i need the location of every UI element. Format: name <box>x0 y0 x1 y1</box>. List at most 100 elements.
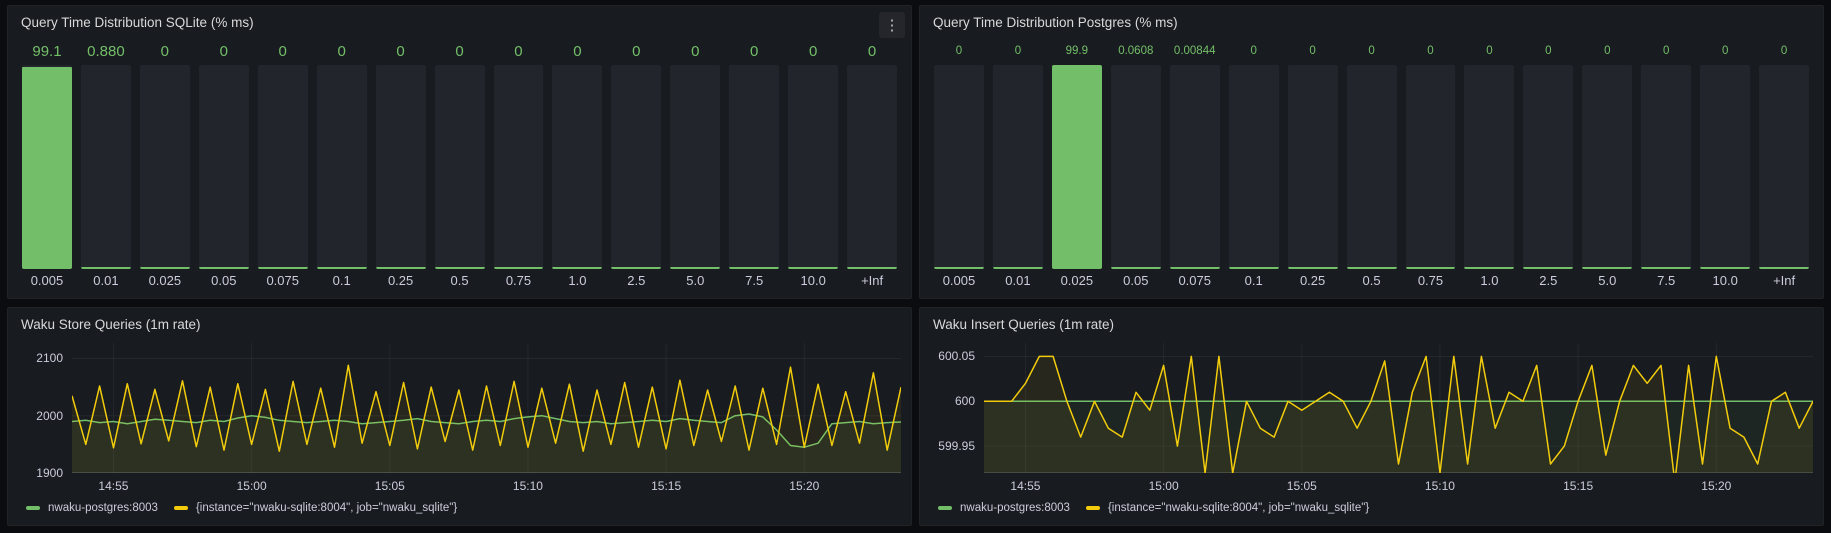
y-axis: 600.05 600 599.95 <box>930 343 984 473</box>
bucket-label: 0.075 <box>266 273 299 288</box>
legend-item[interactable]: {instance="nwaku-sqlite:8004", job="nwak… <box>1085 502 1369 514</box>
bucket-value: 0 <box>396 42 405 60</box>
bucket-bar <box>1759 65 1810 269</box>
panel-title-insert[interactable]: Waku Insert Queries (1m rate) <box>933 317 1115 332</box>
bucket-value: 0 <box>1545 45 1552 57</box>
panel-query-time-postgres: Query Time Distribution Postgres (% ms) … <box>919 5 1824 299</box>
legend-item[interactable]: {instance="nwaku-sqlite:8004", job="nwak… <box>173 502 458 514</box>
series-fill <box>72 365 901 473</box>
bucket-value: 0 <box>514 42 523 60</box>
x-tick-label: 15:05 <box>374 479 405 493</box>
histogram-bucket: 0 0.25 <box>1287 39 1338 290</box>
bar-gauge-sqlite: 99.1 0.005 0.880 0.01 0 0.025 0 0.05 0 0.075 0 0.1 0… <box>18 33 901 292</box>
chart-canvas <box>984 343 1813 473</box>
histogram-bucket: 0 0.25 <box>375 39 426 290</box>
bucket-label: 0.005 <box>942 273 976 288</box>
x-axis: 14:55 15:00 15:05 15:10 15:15 15:20 <box>984 473 1813 497</box>
y-tick-label: 2000 <box>36 408 63 423</box>
bucket-bar-fill <box>611 266 662 269</box>
bucket-label: 0.05 <box>211 273 237 288</box>
bucket-bar-fill <box>1405 266 1456 269</box>
bucket-bar-fill <box>198 266 249 269</box>
bucket-bar-fill <box>1759 266 1810 269</box>
bucket-value: 0 <box>691 42 700 60</box>
panel-title-sqlite[interactable]: Query Time Distribution SQLite (% ms) <box>21 15 254 30</box>
bucket-label: 0.75 <box>505 273 532 288</box>
histogram-bucket: 0 5.0 <box>670 39 721 290</box>
bucket-bar-fill <box>992 266 1043 269</box>
plot-area <box>72 343 901 473</box>
histogram-bucket: 0 0.5 <box>1346 39 1397 290</box>
bucket-label: 0.01 <box>93 273 119 288</box>
bucket-bar <box>198 65 249 269</box>
plot-region: 600.05 600 599.95 <box>930 343 1813 473</box>
bucket-bar <box>552 65 603 269</box>
bucket-bar-fill <box>1169 266 1220 269</box>
legend-item[interactable]: nwaku-postgres:8003 <box>26 502 158 514</box>
bucket-value: 0 <box>1486 45 1493 57</box>
bucket-label: 0.1 <box>332 273 351 288</box>
bucket-value: 0 <box>1250 45 1257 57</box>
histogram-bucket: 99.9 0.025 <box>1051 39 1102 290</box>
bucket-label: 0.025 <box>1060 273 1094 288</box>
bucket-bar <box>493 65 544 269</box>
bucket-bar <box>1464 65 1515 269</box>
bucket-label: 0.005 <box>30 273 64 288</box>
plot-area <box>984 343 1813 473</box>
bucket-bar-fill <box>729 266 780 269</box>
bucket-value: 0 <box>632 42 641 60</box>
bucket-bar <box>257 65 308 269</box>
panel-title-postgres[interactable]: Query Time Distribution Postgres (% ms) <box>933 15 1178 30</box>
bucket-bar-fill <box>1582 266 1633 269</box>
bucket-bar-fill <box>493 266 544 269</box>
bucket-bar <box>1228 65 1279 269</box>
bucket-bar-fill <box>670 266 721 269</box>
panel-query-time-sqlite: Query Time Distribution SQLite (% ms) ⋮ … <box>7 5 912 299</box>
bucket-bar <box>1641 65 1692 269</box>
bucket-label: 10.0 <box>800 273 826 288</box>
bucket-bar <box>1700 65 1751 269</box>
bucket-value: 0 <box>1721 45 1729 57</box>
bucket-bar-fill <box>1287 266 1338 269</box>
histogram-bucket: 0 0.1 <box>1228 39 1279 290</box>
x-tick-label: 15:00 <box>1148 479 1179 493</box>
bucket-label: 0.025 <box>148 273 182 288</box>
bucket-label: 5.0 <box>686 273 705 288</box>
legend-swatch-icon <box>1085 506 1100 510</box>
histogram-bucket: 0 0.075 <box>257 39 308 290</box>
bucket-bar <box>1405 65 1456 269</box>
x-tick-label: 14:55 <box>1010 479 1041 493</box>
bucket-bar <box>375 65 426 269</box>
chart-canvas <box>72 343 901 473</box>
legend-item[interactable]: nwaku-postgres:8003 <box>938 502 1070 514</box>
bucket-value: 0 <box>1604 45 1611 57</box>
histogram-bucket: 0 0.5 <box>434 39 485 290</box>
histogram-bucket: 0 1.0 <box>552 39 603 290</box>
series-line <box>984 355 1813 473</box>
x-tick-label: 15:20 <box>1701 479 1732 493</box>
histogram-bucket: 99.1 0.005 <box>22 39 72 290</box>
bucket-bar-fill <box>1051 65 1102 269</box>
bucket-bar-fill <box>1228 266 1279 269</box>
histogram-bucket: 0 7.5 <box>1641 39 1692 290</box>
legend-swatch-icon <box>173 506 188 510</box>
panel-waku-insert-queries: Waku Insert Queries (1m rate) 600.05 600 5… <box>919 307 1824 526</box>
bucket-label: 2.5 <box>627 273 646 288</box>
x-tick-label: 15:10 <box>512 479 543 493</box>
bucket-label: +Inf <box>1773 273 1796 288</box>
bucket-bar <box>1346 65 1397 269</box>
panel-menu-icon[interactable]: ⋮ <box>879 12 905 38</box>
bucket-label: 5.0 <box>1598 273 1617 288</box>
legend-label: {instance="nwaku-sqlite:8004", job="nwak… <box>195 502 458 514</box>
histogram-bucket: 0 10.0 <box>788 39 839 290</box>
series-line <box>72 364 901 452</box>
bucket-label: 1.0 <box>1480 273 1499 288</box>
bucket-value: 99.9 <box>1065 45 1089 57</box>
bucket-label: 0.075 <box>1178 273 1211 288</box>
bucket-label: 0.25 <box>387 273 414 288</box>
panel-title-store[interactable]: Waku Store Queries (1m rate) <box>21 317 201 332</box>
series-line <box>72 413 901 448</box>
bucket-bar <box>847 65 898 269</box>
bucket-bar-fill <box>375 266 426 269</box>
